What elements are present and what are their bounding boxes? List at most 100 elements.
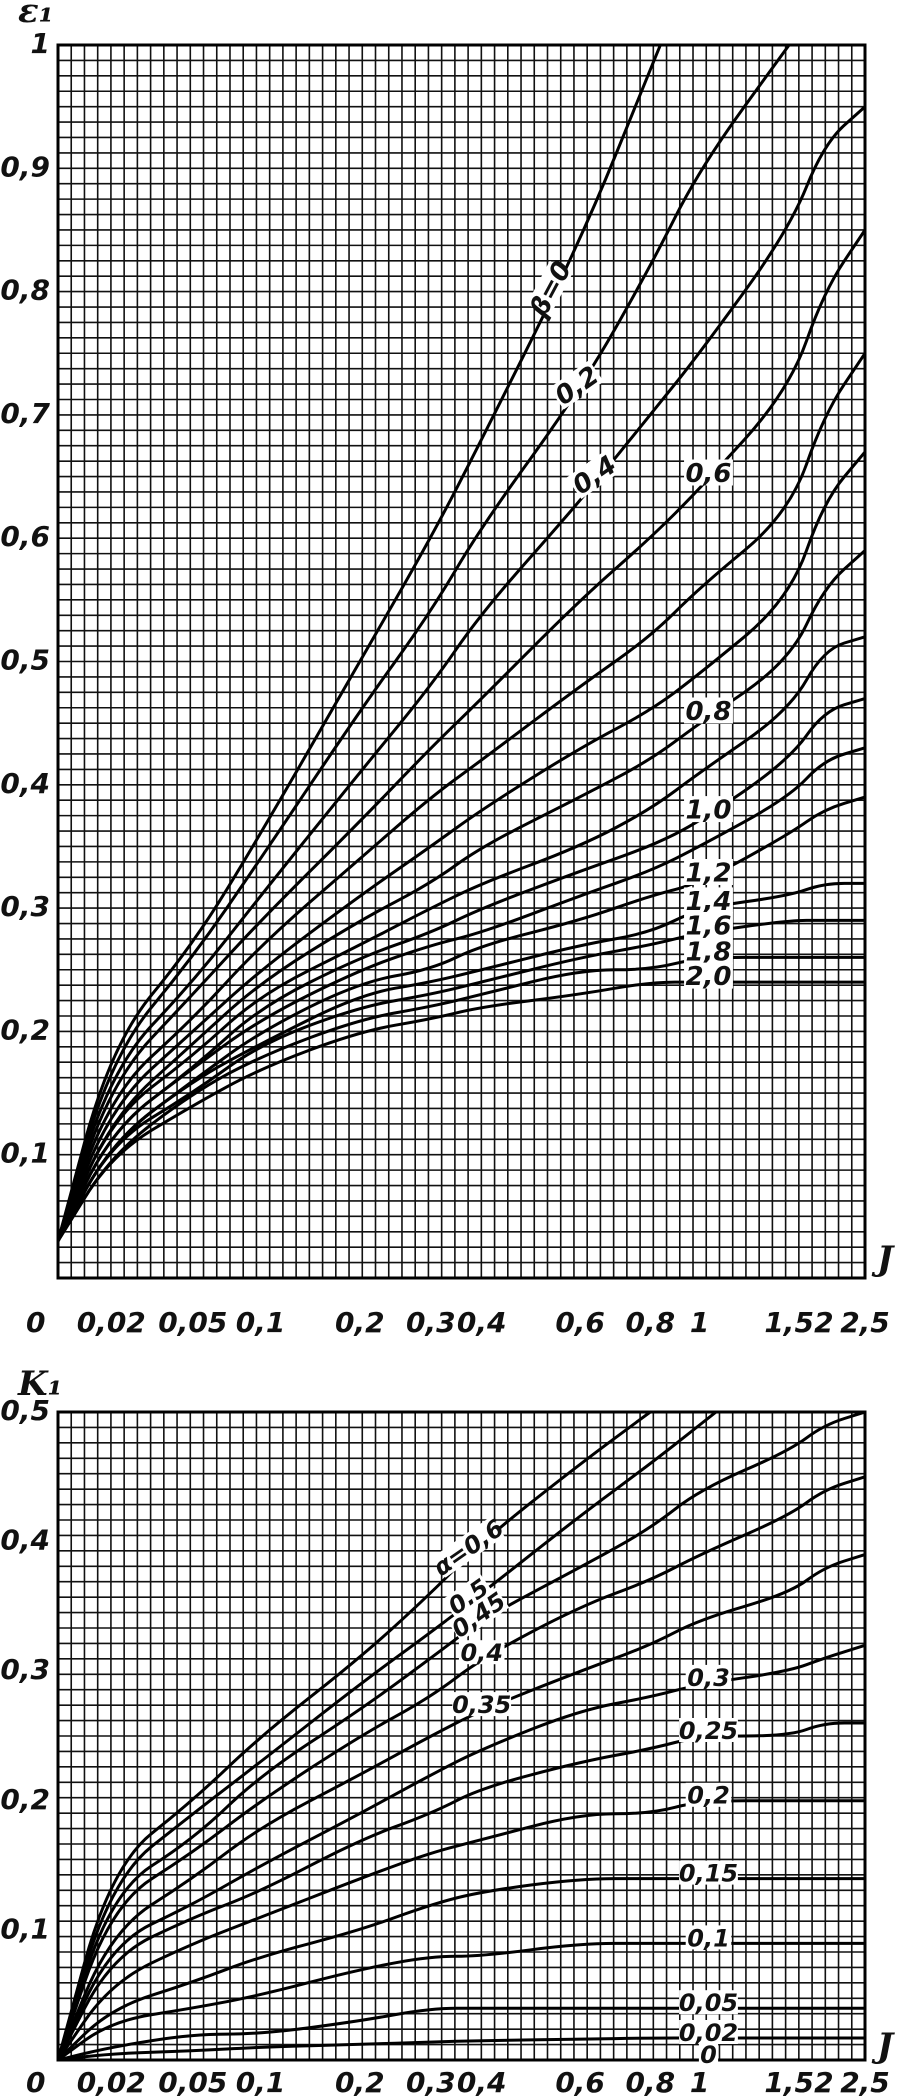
y-tick-label: 0,3: [0, 1653, 50, 1686]
curve-label-group: 0,6: [684, 459, 733, 489]
y-axis-title: K₁: [17, 1364, 62, 1404]
series-line: [58, 1475, 865, 2060]
curve-label-bg: [684, 912, 733, 938]
series-label: 0,1: [687, 1924, 730, 1952]
series-line: [58, 795, 865, 1242]
curve-label-bg: [684, 459, 733, 486]
curve-label-group: 0,4: [458, 1639, 505, 1667]
series-line: [58, 549, 865, 1242]
curve-label-group: 2,0: [684, 962, 733, 992]
series-label: 0,8: [685, 697, 731, 727]
x-tick-label: 0,1: [236, 2066, 286, 2099]
series-label: 0,4: [460, 1639, 503, 1667]
series-line: [58, 352, 865, 1242]
series-line: [58, 1553, 865, 2060]
series-line: [58, 980, 865, 1242]
x-tick-label: 0,8: [626, 2066, 676, 2099]
series-group: [58, 45, 865, 1242]
series-line: [58, 746, 865, 1242]
curve-label-bg: [684, 887, 733, 914]
series-label: 0,3: [687, 1664, 730, 1692]
x-tick-label: 0,8: [626, 1306, 676, 1339]
x-tick-label: 1: [690, 2066, 709, 2099]
x-tick-label: 0: [26, 1306, 45, 1339]
curve-label-group: 0,35: [452, 1691, 511, 1719]
curve-label-bg: [679, 1718, 738, 1742]
curve-label-group: 0,1: [685, 1924, 732, 1952]
series-line: [58, 2006, 865, 2060]
y-tick-label: 0,9: [0, 150, 50, 183]
series-line: [58, 1721, 865, 2060]
x-tick-label: 2: [814, 2066, 833, 2099]
curve-label-bg: [452, 1692, 512, 1717]
x-axis-title: J: [871, 1239, 895, 1279]
series-label: 0,2: [687, 1782, 730, 1810]
curve-label-group: 1,0: [684, 796, 733, 826]
x-tick-label: 2,5: [840, 1306, 890, 1339]
series-line: [58, 918, 865, 1242]
series-label: 0,15: [679, 1859, 738, 1887]
curve-label-bg: [684, 697, 733, 724]
series-label: 1,6: [685, 912, 731, 942]
y-tick-label: 0,4: [0, 767, 50, 800]
curve-label-bg: [685, 1925, 732, 1950]
x-tick-label: 0,6: [555, 2066, 605, 2099]
series-label: 0,25: [679, 1717, 738, 1745]
x-tick-label: 2,5: [840, 2066, 890, 2099]
curve-label-bg: [698, 2042, 719, 2066]
series-line: [58, 1643, 865, 2060]
x-tick-label: 0,02: [77, 1306, 146, 1339]
series-line: [58, 1799, 865, 2060]
series-line: [58, 450, 865, 1242]
x-tick-label: 0,05: [158, 2066, 227, 2099]
curve-label-group: 1,6: [684, 912, 733, 942]
x-axis-title: J: [871, 2026, 895, 2066]
y-tick-label: 0,1: [0, 1137, 50, 1170]
series-label: 1,0: [685, 796, 731, 826]
y-axis-title: ε₁: [18, 0, 54, 31]
series-line: [58, 1412, 653, 2060]
curve-label-group: 0,2: [685, 1782, 732, 1810]
series-label: 2,0: [685, 962, 731, 992]
x-tick-label: 0,3: [406, 2066, 456, 2099]
curve-label-bg: [684, 962, 733, 989]
y-tick-label: 0,2: [0, 1783, 50, 1816]
x-tick-label: 0,2: [335, 1306, 385, 1339]
y-tick-label: 0,7: [0, 397, 50, 430]
x-tick-label: 0,02: [77, 2066, 146, 2099]
series-label: 0,6: [685, 459, 731, 489]
k-chart: α=0,60,50,450,40,350,30,250,20,150,10,05…: [0, 1364, 895, 2099]
x-tick-label: 0,4: [457, 2066, 507, 2099]
y-tick-label: 0,4: [0, 1524, 50, 1557]
x-tick-label: 0,3: [406, 1306, 456, 1339]
series-line: [58, 105, 865, 1242]
curve-label-group: 0,2: [548, 360, 605, 412]
x-tick-label: 2: [814, 1306, 833, 1339]
series-line: [58, 1412, 719, 2060]
y-tick-label: 1: [31, 27, 50, 60]
curve-label-bg: [447, 1587, 510, 1642]
curve-label-bg: [684, 859, 733, 885]
y-tick-label: 0,6: [0, 520, 50, 553]
curve-label-group: β=0: [524, 256, 578, 323]
series-label: 1,8: [685, 938, 731, 968]
x-tick-label: 0,2: [335, 2066, 385, 2099]
series-line: [58, 955, 865, 1242]
curve-label-bg: [566, 449, 622, 499]
curve-label-bg: [684, 937, 733, 964]
curve-label-bg: [548, 360, 604, 410]
series-label: 1,2: [685, 859, 731, 889]
curve-label-group: 0,02: [679, 2019, 738, 2047]
series-line: [58, 2036, 865, 2060]
y-tick-label: 0,1: [0, 1912, 50, 1945]
series-line: [58, 635, 865, 1242]
curve-label-group: 0,3: [685, 1664, 732, 1692]
curve-label-group: 0,8: [684, 697, 733, 727]
curve-label-group: 0: [698, 2041, 719, 2069]
y-tick-label: 0,5: [0, 644, 50, 677]
curve-label-group: 1,2: [684, 859, 733, 889]
x-tick-label: 0,6: [555, 1306, 605, 1339]
curve-label-bg: [685, 1664, 732, 1689]
x-tick-label: 0,05: [158, 1306, 227, 1339]
